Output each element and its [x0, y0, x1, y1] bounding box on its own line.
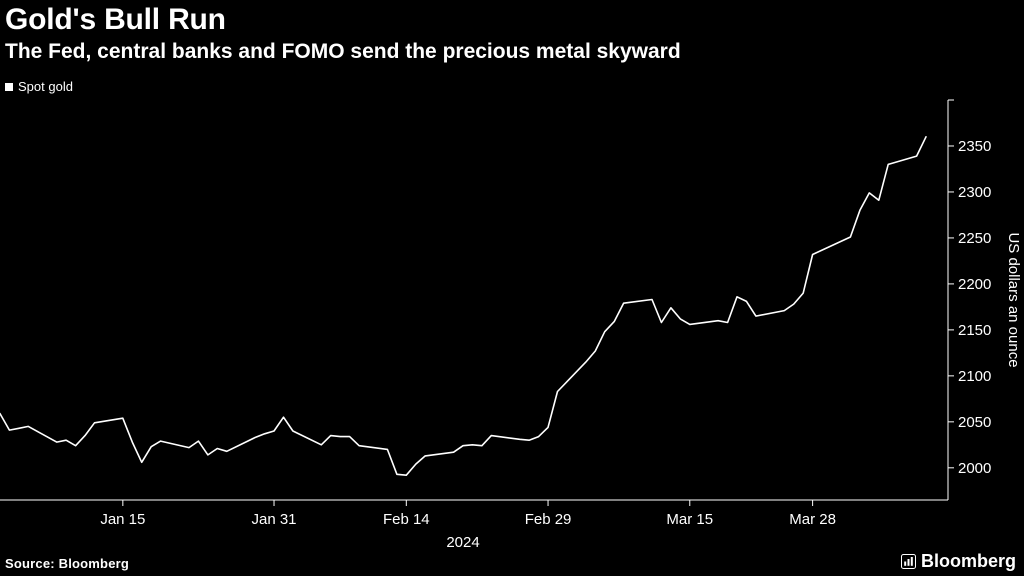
y-tick-label: 2350	[958, 138, 991, 155]
legend-square-icon	[5, 82, 13, 91]
y-tick-label: 2100	[958, 368, 991, 385]
y-tick-label: 2250	[958, 230, 991, 247]
source-credit: Source: Bloomberg	[5, 556, 130, 571]
x-tick-label: Mar 28	[789, 511, 836, 528]
bloomberg-wordmark: Bloomberg	[920, 551, 1016, 571]
bloomberg-logo: Bloomberg	[900, 551, 1016, 572]
page-subtitle: The Fed, central banks and FOMO send the…	[5, 40, 681, 63]
y-tick-label: 2150	[958, 322, 991, 339]
y-axis-title: US dollars an ounce	[1005, 232, 1022, 367]
spot-gold-line	[0, 136, 927, 477]
chart-legend: Spot gold	[5, 79, 73, 94]
x-tick-label: Jan 15	[100, 511, 145, 528]
x-axis-year-label: 2024	[446, 534, 479, 551]
x-tick-label: Feb 29	[525, 511, 572, 528]
page-title: Gold's Bull Run	[5, 3, 226, 36]
bloomberg-terminal-icon	[900, 554, 916, 569]
x-tick-label: Feb 14	[383, 511, 430, 528]
y-tick-label: 2000	[958, 460, 991, 477]
y-tick-label: 2200	[958, 276, 991, 293]
x-tick-label: Jan 31	[251, 511, 296, 528]
y-tick-label: 2300	[958, 184, 991, 201]
x-tick-label: Mar 15	[666, 511, 713, 528]
y-tick-label: 2050	[958, 414, 991, 431]
legend-label: Spot gold	[18, 79, 73, 94]
